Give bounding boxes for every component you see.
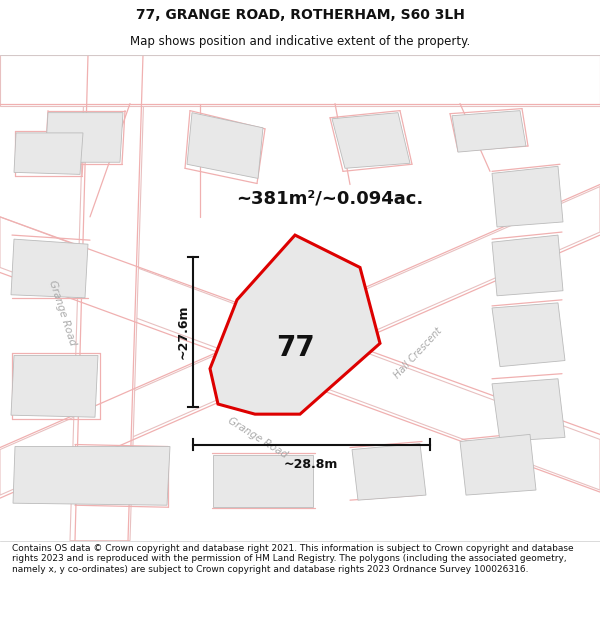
Polygon shape (11, 239, 88, 298)
Polygon shape (210, 235, 380, 414)
Polygon shape (213, 454, 313, 508)
Text: ~381m²/~0.094ac.: ~381m²/~0.094ac. (236, 189, 424, 208)
Text: Contains OS data © Crown copyright and database right 2021. This information is : Contains OS data © Crown copyright and d… (12, 544, 574, 574)
Polygon shape (11, 356, 98, 418)
Text: 77, GRANGE ROAD, ROTHERHAM, S60 3LH: 77, GRANGE ROAD, ROTHERHAM, S60 3LH (136, 8, 464, 22)
Polygon shape (352, 444, 426, 500)
Polygon shape (70, 55, 145, 541)
Polygon shape (460, 434, 536, 495)
Text: ~28.8m: ~28.8m (284, 458, 338, 471)
Polygon shape (0, 217, 600, 490)
Polygon shape (13, 446, 170, 505)
Polygon shape (492, 166, 563, 227)
Polygon shape (332, 112, 410, 168)
Polygon shape (492, 379, 565, 441)
Polygon shape (0, 55, 600, 106)
Text: ~27.6m: ~27.6m (176, 305, 190, 359)
Text: Hall Crescent: Hall Crescent (392, 326, 444, 381)
Text: Map shows position and indicative extent of the property.: Map shows position and indicative extent… (130, 35, 470, 48)
Polygon shape (452, 111, 526, 152)
Text: Grange Road: Grange Road (47, 279, 77, 347)
Polygon shape (45, 112, 123, 162)
Polygon shape (0, 186, 600, 495)
Polygon shape (187, 112, 263, 178)
Text: 77: 77 (275, 334, 314, 362)
Polygon shape (492, 235, 563, 296)
Polygon shape (14, 133, 83, 174)
Text: Grange Road: Grange Road (226, 415, 290, 460)
Polygon shape (492, 303, 565, 367)
